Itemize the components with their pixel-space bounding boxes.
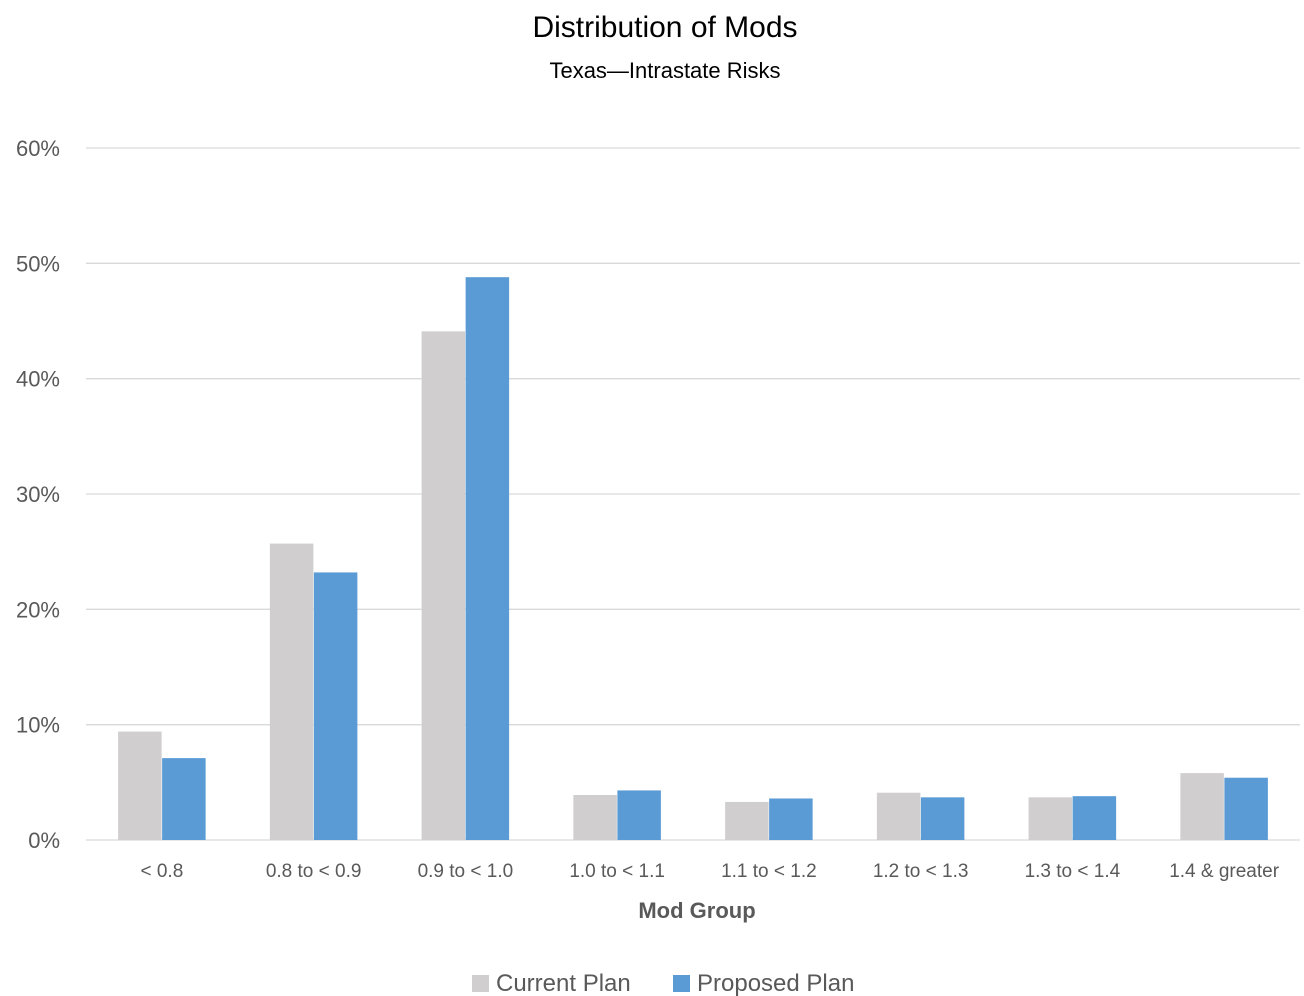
y-tick-label: 40% <box>16 367 60 392</box>
y-tick-label: 10% <box>16 713 60 738</box>
bar-proposed-plan <box>465 277 510 840</box>
x-tick-label: 0.8 to < 0.9 <box>266 861 362 882</box>
bar-current-plan <box>1180 773 1224 840</box>
bar-current-plan <box>118 731 162 840</box>
y-tick-label: 30% <box>16 482 60 507</box>
legend-label: Current Plan <box>496 970 631 996</box>
bar-proposed-plan <box>313 572 358 840</box>
legend-swatch <box>472 975 489 992</box>
chart-subtitle: Texas—Intrastate Risks <box>549 58 780 83</box>
gridlines <box>86 147 1300 841</box>
bar-proposed-plan <box>920 797 965 840</box>
y-tick-label: 20% <box>16 597 60 622</box>
legend-swatch <box>673 975 690 992</box>
x-tick-label: < 0.8 <box>140 861 183 882</box>
x-tick-label: 1.1 to < 1.2 <box>721 861 817 882</box>
bars <box>118 277 1268 840</box>
y-tick-label: 60% <box>16 136 60 161</box>
y-axis-tick-labels: 0% 10% 20% 30% 40% 50% 60% <box>16 136 60 853</box>
bar-current-plan <box>573 795 617 840</box>
bar-proposed-plan <box>617 790 661 840</box>
bar-current-plan <box>1028 797 1073 840</box>
x-tick-label: 1.3 to < 1.4 <box>1025 861 1121 882</box>
bar-proposed-plan <box>162 758 206 840</box>
bar-current-plan <box>421 331 466 840</box>
bar-proposed-plan <box>769 798 813 840</box>
bar-current-plan <box>876 792 921 840</box>
bar-proposed-plan <box>1224 777 1268 840</box>
bar-proposed-plan <box>1072 796 1117 840</box>
y-tick-label: 0% <box>28 828 60 853</box>
legend: Current Plan Proposed Plan <box>472 970 854 996</box>
x-tick-label: 1.0 to < 1.1 <box>569 861 665 882</box>
x-tick-label: 1.4 & greater <box>1169 861 1280 882</box>
bar-current-plan <box>269 543 314 840</box>
x-tick-label: 0.9 to < 1.0 <box>418 861 514 882</box>
chart-title: Distribution of Mods <box>532 11 797 44</box>
y-tick-label: 50% <box>16 251 60 276</box>
x-axis-category-labels: < 0.8 0.8 to < 0.9 0.9 to < 1.0 1.0 to < 1.… <box>140 861 1279 882</box>
bar-current-plan <box>725 801 769 840</box>
legend-label: Proposed Plan <box>697 970 854 996</box>
x-tick-label: 1.2 to < 1.3 <box>873 861 969 882</box>
x-axis-label: Mod Group <box>638 898 755 923</box>
